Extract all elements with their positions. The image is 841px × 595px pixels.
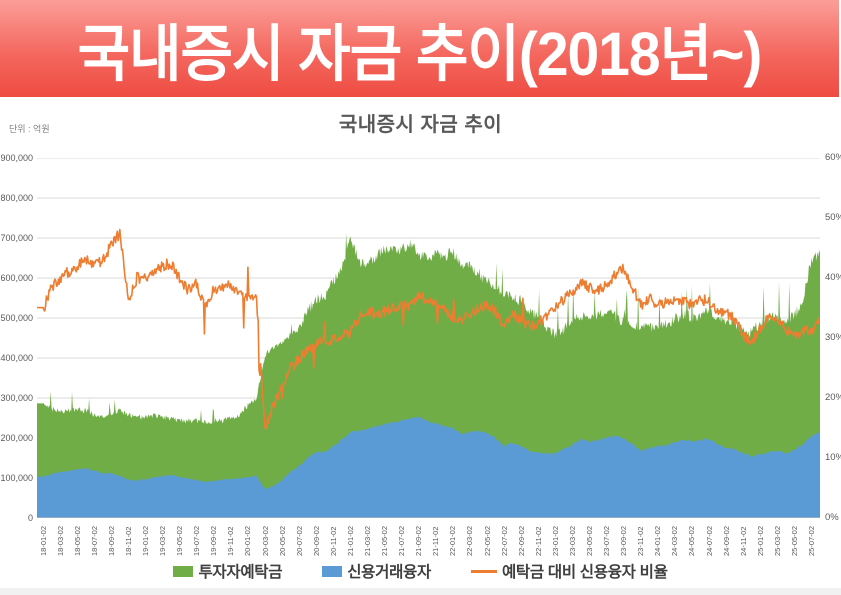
x-axis-tick-label: 23-11-02 — [636, 526, 646, 556]
x-axis-tick-label: 23-09-02 — [619, 525, 629, 556]
legend-item-label: 신용거래융자 — [347, 564, 431, 581]
left-axis-tick-label: 600,000 — [0, 273, 33, 283]
x-axis-tick-label: 18-03-02 — [55, 525, 65, 556]
chart-title: 국내증시 자금 추이 — [338, 114, 503, 136]
legend: 투자자예탁금 신용거래융자 예탁금 대비 신용융자 비율 — [0, 559, 841, 583]
left-axis-tick-label: 200,000 — [0, 433, 33, 443]
x-axis-tick-label: 20-11-02 — [328, 526, 338, 556]
x-axis-tick-label: 20-01-02 — [243, 525, 253, 556]
left-axis-tick-label: 0 — [27, 513, 33, 523]
plot-area — [37, 157, 821, 519]
right-axis-tick-label: 30% — [825, 332, 841, 343]
x-axis-tick-label: 19-07-02 — [192, 525, 202, 556]
x-axis-tick-label: 21-11-02 — [431, 526, 441, 556]
unit-label: 단위 : 억원 — [9, 124, 50, 134]
legend-line-marker — [470, 569, 497, 573]
x-axis-tick-label: 21-09-02 — [414, 525, 424, 556]
chart-canvas — [37, 157, 821, 519]
right-axis-tick-label: 10% — [825, 452, 841, 463]
left-axis-tick-label: 300,000 — [0, 393, 33, 403]
x-axis-tick-label: 24-11-02 — [738, 526, 748, 556]
x-axis-tick-label: 19-09-02 — [209, 525, 219, 556]
x-axis-tick-label: 25-03-02 — [772, 525, 782, 556]
x-axis-tick-label: 22-03-02 — [465, 525, 475, 556]
legend-square-marker — [173, 565, 194, 577]
x-axis-tick-label: 25-05-02 — [789, 525, 799, 556]
right-axis-tick-label: 20% — [825, 392, 841, 403]
left-axis-tick-label: 100,000 — [0, 473, 33, 483]
x-axis-tick-label: 24-05-02 — [687, 525, 697, 556]
loan-area-series — [37, 416, 820, 518]
x-axis-tick-label: 23-05-02 — [584, 525, 594, 556]
left-axis-tick-label: 400,000 — [0, 353, 33, 363]
x-axis-tick-label: 24-09-02 — [721, 525, 731, 556]
x-axis-tick-label: 18-07-02 — [89, 525, 99, 556]
right-axis-tick-label: 60% — [825, 152, 841, 163]
x-axis-tick-label: 21-05-02 — [380, 525, 390, 556]
legend-item-label: 예탁금 대비 신용융자 비율 — [501, 564, 668, 581]
x-axis-tick-label: 20-05-02 — [277, 525, 287, 556]
right-axis-tick-label: 50% — [825, 212, 841, 223]
x-axis-tick-label: 25-01-02 — [755, 525, 765, 556]
x-axis-tick-label: 19-11-02 — [226, 526, 236, 556]
ratio-line-series — [37, 228, 821, 430]
x-axis-tick-label: 20-09-02 — [311, 525, 321, 556]
x-axis-tick-label: 23-07-02 — [602, 525, 612, 556]
x-axis-tick-label: 22-07-02 — [499, 525, 509, 556]
x-axis-tick-label: 24-07-02 — [704, 525, 714, 556]
x-axis-tick-label: 18-01-02 — [38, 525, 48, 556]
x-axis-tick-label: 19-03-02 — [158, 525, 168, 556]
legend-item: 투자자예탁금 — [173, 560, 283, 582]
left-axis-tick-label: 700,000 — [0, 233, 33, 243]
x-axis-tick-label: 20-07-02 — [294, 525, 304, 556]
x-axis-tick-label: 21-01-02 — [345, 525, 355, 556]
x-axis-tick-label: 18-11-02 — [123, 526, 133, 556]
left-axis-tick-label: 800,000 — [0, 193, 33, 203]
x-axis-tick-label: 25-07-02 — [806, 525, 816, 556]
legend-item: 예탁금 대비 신용융자 비율 — [470, 560, 668, 582]
banner-title: 국내증시 자금 추이(2018년~) — [77, 19, 763, 89]
bottom-strip — [0, 588, 841, 595]
legend-item-label: 투자자예탁금 — [198, 564, 283, 581]
x-axis-tick-label: 22-11-02 — [533, 526, 543, 556]
x-axis-tick-label: 20-03-02 — [260, 525, 270, 556]
x-axis-tick-label: 23-01-02 — [550, 525, 560, 556]
legend-item: 신용거래융자 — [322, 560, 431, 582]
left-axis-tick-label: 900,000 — [0, 153, 33, 163]
x-axis-tick-label: 23-03-02 — [567, 525, 577, 556]
x-axis-tick-label: 19-01-02 — [140, 525, 150, 556]
x-axis-tick-label: 22-05-02 — [482, 525, 492, 556]
x-axis-tick-label: 22-09-02 — [516, 525, 526, 556]
x-axis-tick-label: 18-05-02 — [72, 525, 82, 556]
right-axis-tick-label: 40% — [825, 272, 841, 283]
left-axis-tick-label: 500,000 — [0, 313, 33, 323]
x-axis-tick-label: 24-01-02 — [653, 525, 663, 556]
x-axis-tick-label: 22-01-02 — [448, 525, 458, 556]
banner: 국내증시 자금 추이(2018년~) — [0, 0, 839, 97]
x-axis-tick-label: 21-03-02 — [362, 525, 372, 556]
x-axis-tick-label: 18-09-02 — [106, 525, 116, 556]
right-axis-tick-label: 0% — [825, 512, 839, 523]
x-axis-tick-label: 19-05-02 — [175, 525, 185, 556]
legend-square-marker — [322, 565, 343, 577]
x-axis-tick-label: 21-07-02 — [397, 525, 407, 556]
x-axis-tick-label: 24-03-02 — [670, 525, 680, 556]
